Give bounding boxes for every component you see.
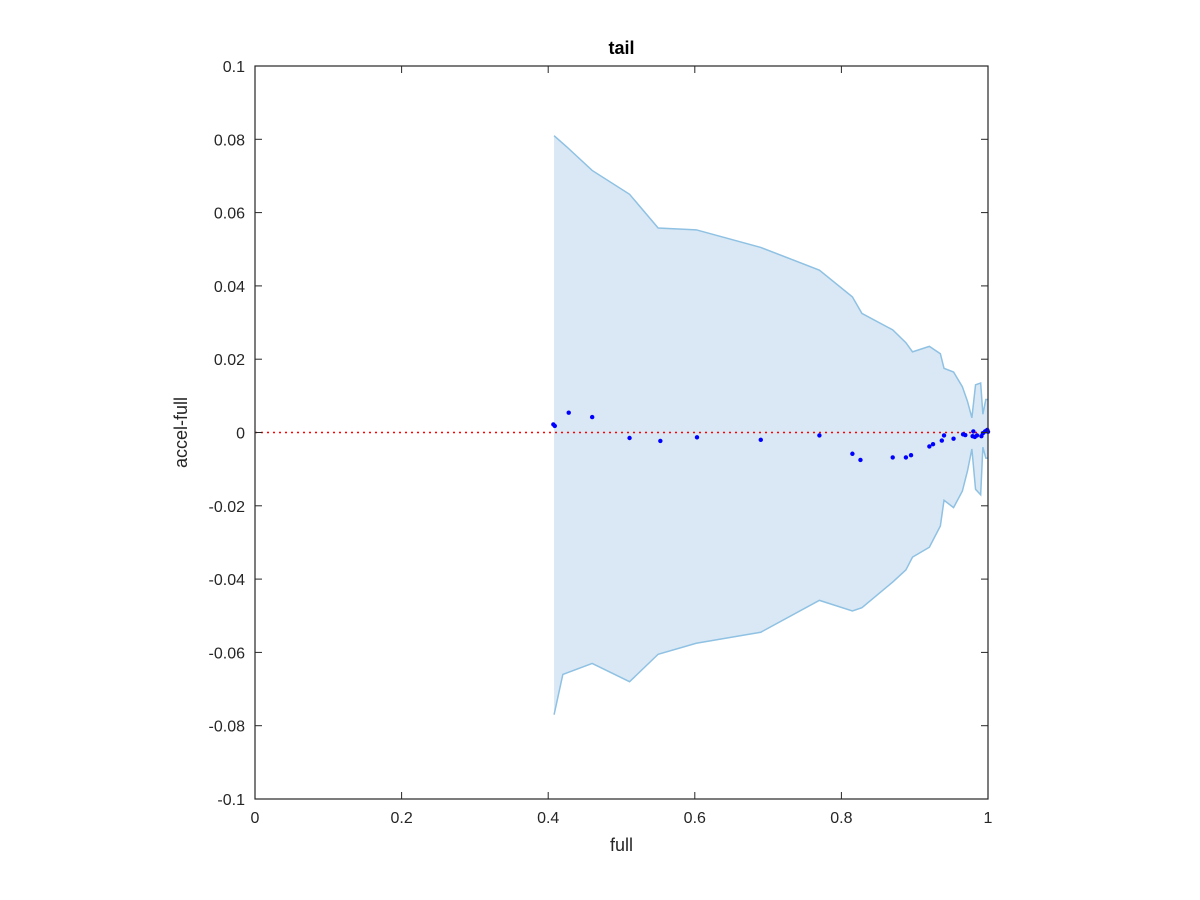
y-tick-label: 0.1 (223, 59, 245, 76)
confidence-band-layer (553, 135, 988, 715)
y-tick-label: -0.1 (217, 792, 245, 809)
y-tick-label: 0.08 (214, 132, 245, 149)
y-tick-label: 0.06 (214, 206, 245, 223)
x-tick-label: 1 (984, 810, 993, 827)
axes-layer: 0 0.2 0.4 0.6 0.8 1 -0.1 -0.08 -0.06 -0.04 -0.02 0 0… (209, 59, 993, 827)
data-point (589, 414, 595, 420)
x-tick-label: 0.8 (830, 810, 852, 827)
data-point (927, 444, 932, 449)
data-point (890, 455, 895, 460)
band-lower-edge (553, 446, 988, 715)
y-axis-title: accel-full (171, 397, 191, 468)
y-tick-label: -0.06 (209, 645, 246, 662)
x-axis-title: full (610, 835, 633, 855)
data-point (963, 432, 968, 438)
data-point (817, 433, 822, 438)
data-point (566, 410, 571, 415)
data-point (850, 451, 855, 456)
y-tick-label: 0.04 (214, 279, 245, 296)
data-point (930, 442, 936, 447)
data-point (694, 435, 700, 440)
data-point (627, 435, 632, 441)
band-upper-edge (553, 135, 988, 419)
data-point (858, 457, 863, 463)
data-point (903, 455, 909, 460)
data-point (758, 437, 763, 443)
y-tick-label: 0.02 (214, 352, 245, 369)
data-point (971, 429, 976, 434)
data-point (974, 433, 980, 438)
data-point (939, 438, 945, 443)
data-point (908, 453, 914, 458)
x-tick-label: 0.6 (684, 810, 706, 827)
y-tick-label: 0 (236, 426, 245, 443)
x-tick-label: 0.2 (390, 810, 412, 827)
data-point (941, 433, 947, 438)
data-points-layer (551, 410, 991, 463)
y-tick-label: -0.04 (209, 572, 246, 589)
y-tick-label: -0.08 (209, 719, 246, 736)
data-point (951, 436, 956, 441)
data-point (658, 438, 663, 444)
x-tick-label: 0.4 (537, 810, 559, 827)
chart-title: tail (608, 38, 634, 58)
band-fill (554, 135, 988, 715)
x-tick-label: 0 (251, 810, 260, 827)
y-tick-label: -0.02 (209, 499, 246, 516)
data-point (552, 423, 557, 429)
